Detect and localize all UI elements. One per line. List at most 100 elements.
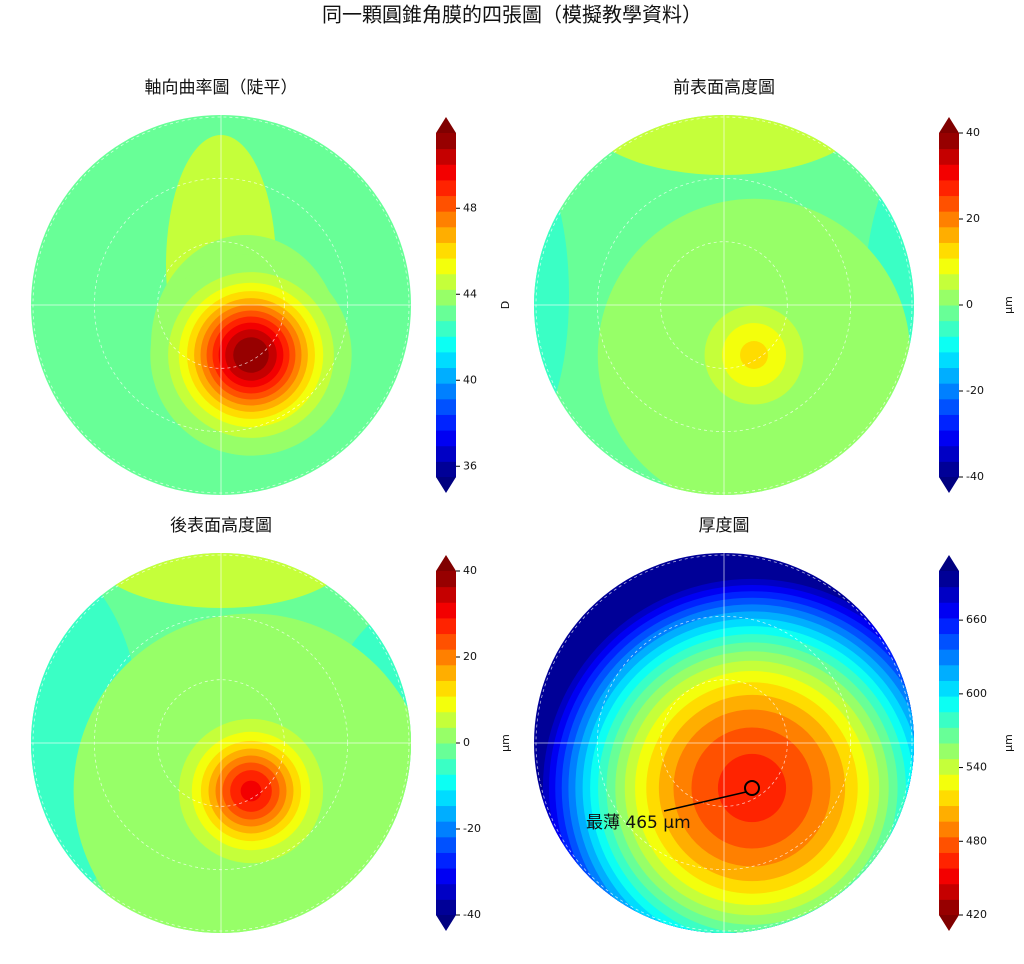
colorbar-band (939, 789, 959, 807)
colorbar-label: µm (1002, 734, 1015, 752)
field-band (740, 341, 768, 369)
colorbar-band (436, 351, 456, 369)
field-band (240, 780, 262, 802)
colorbar-band (939, 617, 959, 635)
colorbar-band (939, 226, 959, 243)
colorbar-band (436, 571, 456, 588)
colorbar-band (436, 289, 456, 306)
colorbar-band (939, 211, 959, 228)
colorbar-band (939, 289, 959, 306)
colorbar-label: µm (499, 734, 512, 752)
colorbar-band (939, 383, 959, 400)
colorbar-band (939, 133, 959, 150)
colorbar-band (436, 383, 456, 400)
colorbar-band (939, 367, 959, 384)
colorbar-band (436, 649, 456, 666)
colorbar-band (939, 148, 959, 165)
colorbar-band (939, 273, 959, 290)
colorbar-band (436, 774, 456, 791)
thinnest-marker (744, 780, 760, 796)
field-band (584, 115, 864, 175)
map (31, 115, 411, 495)
colorbar-band (436, 336, 456, 353)
field-band (91, 553, 351, 608)
panel-title: 前表面高度圖 (673, 78, 775, 98)
colorbar-tick-label: 20 (966, 212, 980, 225)
colorbar-band (436, 664, 456, 681)
colorbar-band (939, 336, 959, 353)
annotation: 最薄 465 µm (586, 813, 691, 833)
colorbar-band (436, 258, 456, 275)
colorbar-band (436, 586, 456, 603)
colorbar-band (939, 320, 959, 337)
colorbar-band (939, 727, 959, 744)
colorbar-band (939, 445, 959, 462)
annotation-line (663, 791, 747, 812)
colorbar-band (436, 821, 456, 838)
colorbar-band (939, 805, 959, 822)
colorbar-band (436, 398, 456, 415)
field-band (717, 753, 787, 823)
colorbar-tick-label: 420 (966, 908, 987, 921)
colorbar-band (436, 445, 456, 462)
colorbar-band (436, 164, 456, 181)
colorbar-band (436, 883, 456, 900)
colorbar-band (939, 821, 959, 838)
colorbar-band (436, 711, 456, 728)
colorbar-band (436, 226, 456, 243)
colorbar-band (939, 242, 959, 259)
colorbar-tick-label: 660 (966, 613, 987, 626)
colorbar-band (436, 805, 456, 822)
colorbar-band (939, 680, 959, 697)
colorbar-tick-label: 48 (463, 201, 477, 214)
colorbar-tick-label: -40 (966, 470, 984, 483)
colorbar-band (436, 148, 456, 165)
colorbar-band (939, 664, 959, 681)
colorbar-band (436, 461, 456, 478)
colorbar-band (939, 398, 959, 415)
colorbar-band (436, 133, 456, 150)
colorbar-band (436, 836, 456, 853)
colorbar-band (939, 179, 959, 197)
colorbar-tick-label: 540 (966, 761, 987, 774)
colorbar-band (436, 414, 456, 431)
colorbar-band (939, 711, 959, 728)
colorbar-extend (436, 915, 456, 931)
colorbar-band (939, 414, 959, 431)
colorbar-extend (436, 555, 456, 571)
colorbar-band (939, 633, 959, 650)
colorbar-band (436, 743, 456, 760)
colorbar-band (436, 852, 456, 869)
colorbar-band (436, 320, 456, 337)
colorbar-extend (939, 555, 959, 571)
colorbar-extend (939, 117, 959, 133)
colorbar-band (436, 868, 456, 885)
colorbar-band (939, 758, 959, 775)
colorbar-band (436, 680, 456, 697)
colorbar-band (939, 774, 959, 791)
colorbar-tick-label: 0 (463, 736, 470, 749)
colorbar-tick-label: 480 (966, 834, 987, 847)
colorbar-band (436, 789, 456, 807)
colorbar-band (939, 571, 959, 588)
panel-title: 軸向曲率圖（陡平） (145, 78, 298, 98)
colorbar-label: µm (1002, 296, 1015, 314)
colorbar-band (436, 602, 456, 619)
colorbar-band (939, 883, 959, 900)
colorbar-band (436, 633, 456, 650)
colorbar-band (939, 868, 959, 885)
colorbar-band (939, 696, 959, 713)
colorbar-tick-label: 36 (463, 459, 477, 472)
colorbar-band (436, 617, 456, 635)
colorbar-band (939, 586, 959, 603)
colorbar-tick-label: 44 (463, 287, 477, 300)
colorbar-tick-label: 600 (966, 687, 987, 700)
colorbar-band (939, 602, 959, 619)
field-band (1, 663, 31, 783)
colorbar-band (436, 242, 456, 259)
colorbar-band (939, 461, 959, 478)
colorbar-band (939, 195, 959, 212)
colorbar-band (939, 743, 959, 760)
colorbar-band (939, 852, 959, 869)
